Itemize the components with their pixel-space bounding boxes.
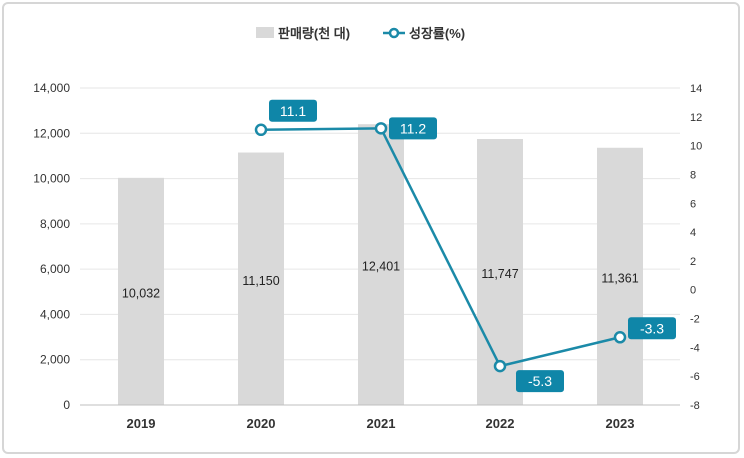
x-tick-label: 2021 (367, 416, 396, 431)
line-data-label: 11.2 (400, 120, 426, 136)
bar-data-label: 11,150 (242, 274, 279, 288)
bar (118, 177, 164, 405)
y-left-tick-label: 4,000 (40, 307, 70, 321)
chart-frame (2, 2, 740, 454)
line-point (493, 359, 507, 373)
y-right-tick-label: 0 (690, 285, 696, 297)
bar (597, 147, 643, 405)
line-data-label: 11.1 (280, 103, 306, 119)
y-left-tick-label: 8,000 (40, 217, 70, 231)
line-data-label: -5.3 (528, 373, 552, 389)
y-right-tick-label: 4 (690, 227, 696, 239)
y-right-tick-label: -2 (690, 314, 700, 326)
bar-data-label: 11,747 (481, 267, 518, 281)
line-data-label-box (516, 370, 564, 393)
bar-data-label: 12,401 (362, 260, 400, 274)
line-point (374, 122, 388, 135)
x-tick-label: 2019 (127, 416, 156, 431)
legend-line-label: 성장률(%) (409, 26, 465, 41)
y-right-tick-label: 14 (690, 83, 702, 95)
legend-bar-label: 판매량(천 대) (278, 26, 350, 41)
y-right-tick-label: 6 (690, 198, 696, 210)
bar (238, 152, 284, 405)
y-left-tick-label: 12,000 (33, 126, 70, 140)
x-tick-label: 2020 (247, 416, 276, 431)
y-right-tick-label: 12 (690, 112, 702, 124)
y-right-tick-label: 2 (690, 256, 696, 268)
y-right-tick-label: -4 (690, 342, 700, 354)
line-point (254, 123, 268, 137)
line-data-label: -3.3 (640, 320, 664, 336)
y-left-tick-label: 14,000 (33, 81, 70, 95)
y-right-tick-label: -8 (690, 400, 700, 412)
line-point (613, 331, 627, 344)
line-data-label-box (628, 317, 676, 340)
bar-data-label: 10,032 (122, 286, 160, 300)
bar (358, 124, 404, 405)
y-right-tick-label: 8 (690, 169, 696, 181)
y-left-tick-label: 0 (63, 398, 70, 412)
x-tick-label: 2023 (606, 416, 635, 431)
y-right-tick-label: -6 (690, 371, 700, 383)
line-data-label-box (389, 117, 437, 140)
bar-data-label: 11,361 (601, 271, 638, 285)
growth-line (260, 127, 621, 368)
y-left-tick-label: 2,000 (40, 353, 70, 367)
x-tick-label: 2022 (486, 416, 515, 431)
legend-line-marker (388, 27, 400, 39)
line-data-label-box (269, 99, 317, 122)
y-left-tick-label: 10,000 (33, 172, 70, 186)
y-left-tick-label: 6,000 (40, 262, 70, 276)
legend-bar-swatch (256, 27, 274, 38)
y-right-tick-label: 10 (690, 141, 702, 153)
